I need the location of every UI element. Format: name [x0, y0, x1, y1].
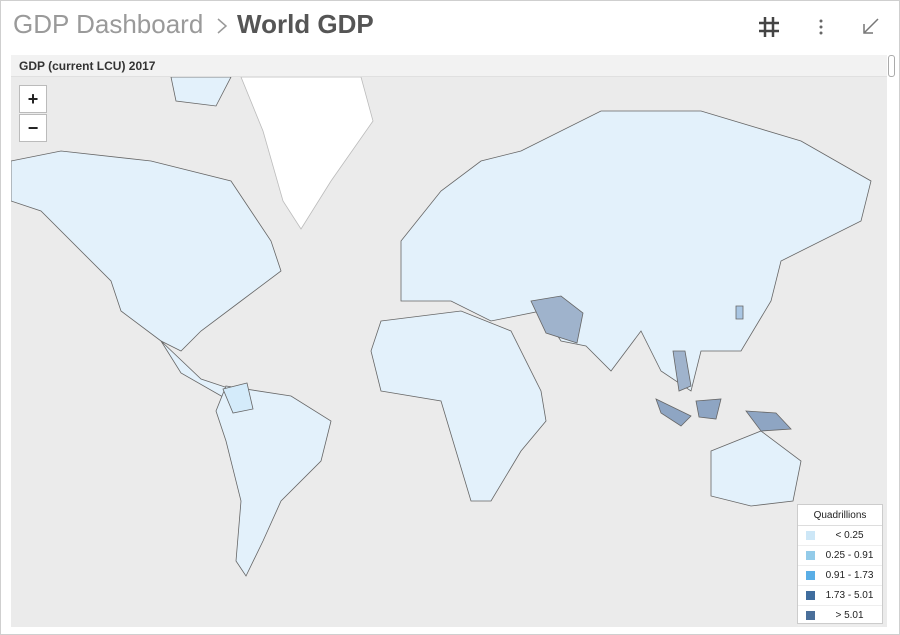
legend-label: < 0.25 — [835, 530, 864, 541]
legend-label: 1.73 - 5.01 — [825, 590, 874, 601]
zoom-in-button[interactable]: + — [19, 85, 47, 113]
chevron-icon — [217, 18, 228, 34]
arctic-islands — [170, 77, 232, 107]
legend-label: > 5.01 — [835, 610, 864, 621]
south-america — [215, 385, 332, 577]
world-map[interactable] — [11, 77, 887, 627]
zoom-out-button[interactable]: − — [19, 114, 47, 142]
greenland — [240, 77, 374, 230]
scrollbar[interactable] — [888, 55, 895, 77]
iran — [530, 295, 584, 344]
legend-item: 1.73 - 5.01 — [798, 586, 882, 606]
panel-title: GDP (current LCU) 2017 — [11, 55, 887, 77]
korea — [735, 305, 744, 320]
legend-item: 0.91 - 1.73 — [798, 566, 882, 586]
north-america — [11, 150, 282, 352]
legend-label: 0.25 - 0.91 — [825, 550, 874, 561]
legend-swatch — [806, 531, 815, 540]
legend-swatch — [806, 551, 815, 560]
legend-item: > 5.01 — [798, 606, 882, 626]
australia — [710, 430, 802, 507]
legend-item: < 0.25 — [798, 526, 882, 546]
legend-swatch — [806, 571, 815, 580]
colombia — [222, 382, 254, 414]
legend-swatch — [806, 611, 815, 620]
grid-icon[interactable] — [757, 15, 781, 39]
papua — [745, 410, 792, 432]
collapse-icon[interactable] — [861, 16, 881, 36]
africa — [370, 310, 547, 502]
legend-swatch — [806, 591, 815, 600]
legend-label: 0.91 - 1.73 — [825, 570, 874, 581]
sumatra — [655, 398, 692, 427]
vietnam — [672, 350, 692, 392]
legend-title: Quadrillions — [798, 505, 882, 526]
breadcrumb[interactable]: GDP Dashboard — [13, 9, 204, 39]
legend: Quadrillions < 0.25 0.25 - 0.91 0.91 - 1.7… — [797, 504, 883, 626]
eurasia — [400, 110, 872, 392]
legend-item: 0.25 - 0.91 — [798, 546, 882, 566]
page-title: World GDP — [237, 9, 374, 39]
central-america — [160, 340, 232, 398]
menu-icon[interactable] — [815, 17, 827, 37]
borneo — [695, 398, 722, 420]
